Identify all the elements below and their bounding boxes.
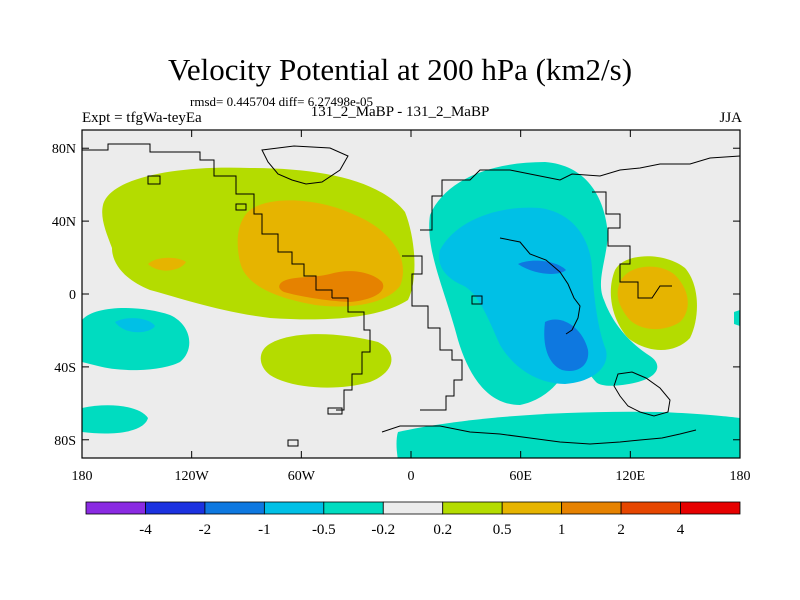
x-tick-label: 60E	[509, 469, 532, 484]
coastline-eurasia-north	[420, 155, 740, 231]
contour-pacific-southern-patch	[82, 405, 148, 434]
map-plot	[81, 129, 741, 459]
x-tick-label: 180	[730, 469, 751, 484]
colorbar-swatch	[442, 501, 503, 515]
coastline-antarctica	[381, 425, 697, 445]
colorbar-swatch	[501, 501, 563, 515]
colorbar-label: 0.2	[433, 522, 452, 538]
colorbar-label: -0.5	[312, 522, 336, 538]
experiment-label: Expt = tfgWa-teyEa	[82, 110, 202, 126]
contour-negative-strong-south	[544, 319, 589, 371]
colorbar-swatch	[204, 501, 265, 515]
colorbar-label: 4	[677, 522, 685, 538]
x-tick-label: 180	[72, 469, 93, 484]
contour-east-pacific-negative	[82, 308, 190, 371]
x-tick-label: 120E	[616, 469, 646, 484]
colorbar-swatch	[382, 501, 444, 515]
y-tick-label: 40S	[54, 361, 76, 376]
contour-southern-ocean	[396, 411, 740, 458]
y-tick-label: 80N	[52, 142, 76, 157]
case-label: 131_2_MaBP - 131_2_MaBP	[310, 104, 490, 120]
y-tick-label: 40N	[52, 215, 76, 230]
colorbar-swatch	[323, 501, 384, 515]
contour-east-pacific-negative-core	[115, 318, 155, 333]
colorbar-swatch	[680, 501, 741, 515]
contour-negative-strong-north	[518, 260, 566, 274]
colorbar-label: -1	[258, 522, 271, 538]
axes: 180 120W 60W 0 60E 120E 180 80N 40N 0 40S 80S	[52, 130, 751, 484]
colorbar-label: 1	[558, 522, 566, 538]
colorbar: -4 -2 -1 -0.5 -0.2 0.2 0.5 1 2 4	[85, 501, 741, 538]
coastline-south-america	[332, 297, 371, 411]
y-tick-label: 80S	[54, 434, 76, 449]
contour-south-atlantic-positive	[260, 334, 392, 388]
contour-dateline-patch	[734, 310, 740, 326]
x-tick-label: 0	[408, 469, 415, 484]
coastline-islands	[147, 175, 483, 447]
contour-positive-moderate-west	[148, 257, 186, 271]
colorbar-swatch	[620, 501, 681, 515]
coastlines	[82, 143, 740, 447]
contour-positive-strong	[279, 271, 384, 302]
chart-title: Velocity Potential at 200 hPa (km2/s)	[167, 52, 633, 87]
coastline-europe-africa	[402, 255, 463, 411]
colorbar-swatch	[85, 501, 146, 515]
coastline-greenland	[261, 145, 349, 185]
colorbar-swatch	[561, 501, 622, 515]
x-tick-label: 120W	[175, 469, 210, 484]
coastline-asia-east	[592, 191, 672, 299]
stats-line: rmsd= 0.445704 diff= 6.27498e-05	[190, 94, 374, 109]
colorbar-label: 2	[617, 522, 625, 538]
colorbar-label: -2	[199, 522, 212, 538]
x-tick-label: 60W	[288, 469, 316, 484]
y-tick-label: 0	[69, 288, 76, 303]
coastline-australia	[613, 371, 671, 417]
coastline-north-america	[82, 143, 333, 298]
colorbar-swatch	[263, 501, 325, 515]
colorbar-label: -0.2	[371, 522, 395, 538]
season-label: JJA	[719, 110, 742, 126]
colorbar-swatch	[145, 501, 206, 515]
colorbar-label: 0.5	[493, 522, 512, 538]
contour-fills	[82, 162, 740, 458]
coastline-india-sea	[499, 237, 581, 335]
colorbar-label: -4	[139, 522, 152, 538]
